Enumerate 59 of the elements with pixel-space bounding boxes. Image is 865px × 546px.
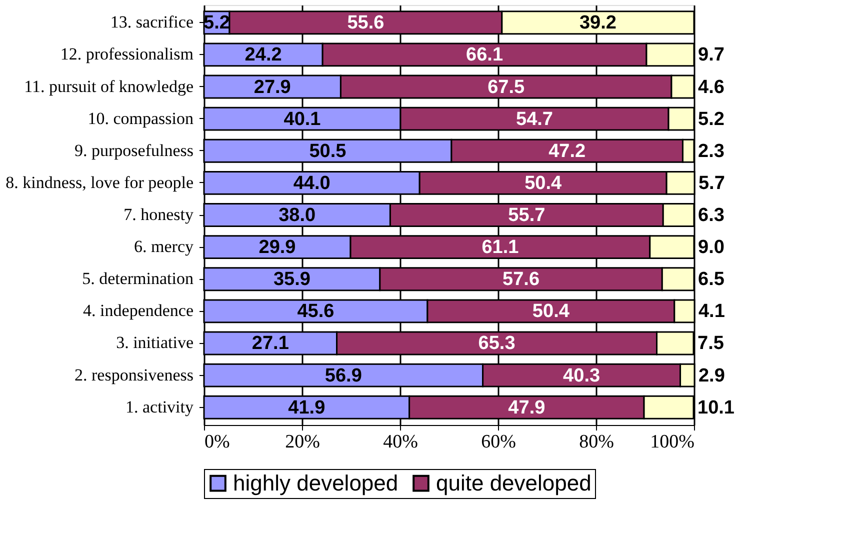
data-label: 65.3 (478, 333, 516, 354)
data-label: 47.9 (508, 397, 546, 418)
data-label: 50.4 (524, 172, 562, 194)
y-tick-label: 7. honesty (124, 205, 194, 224)
x-tick-label: 80% (579, 432, 614, 452)
y-tick-label: 3. initiative (116, 333, 194, 352)
data-label: 54.7 (516, 108, 553, 130)
data-label: 50.4 (532, 301, 570, 322)
data-label: 2.9 (698, 365, 725, 386)
y-tick-label: 12. professionalism (60, 44, 194, 64)
y-tick-label: 9. purposefulness (74, 140, 194, 160)
data-label: 55.6 (347, 12, 384, 34)
data-label: 41.9 (288, 397, 326, 418)
data-label: 47.2 (548, 140, 586, 162)
data-label: 6.5 (698, 269, 725, 290)
data-label: 39.2 (579, 12, 616, 34)
y-tick-label: 1. activity (126, 397, 194, 416)
data-label: 7.5 (698, 333, 724, 354)
y-tick-label: 4. independence (83, 301, 194, 320)
y-tick-label: 2. responsiveness (74, 365, 194, 384)
data-label: 9.0 (698, 237, 724, 258)
data-label: 57.6 (502, 269, 540, 290)
data-label: 27.9 (254, 76, 291, 98)
data-label: 10.1 (698, 397, 735, 418)
x-tick-label: 60% (481, 432, 516, 452)
data-label: 35.9 (273, 269, 310, 290)
data-label: 5.7 (698, 172, 725, 194)
y-tick-label: 5. determination (82, 269, 194, 288)
x-tick-label: 100% (650, 432, 695, 452)
x-tick-label: 0% (204, 432, 230, 452)
legend-label: highly developed (233, 470, 398, 496)
y-tick-label: 11. pursuit of knowledge (24, 76, 194, 96)
data-label: 27.1 (252, 333, 290, 354)
y-tick-label: 13. sacrifice (110, 12, 194, 32)
data-label: 67.5 (488, 76, 526, 98)
data-label: 5.2 (698, 108, 724, 130)
data-label: 61.1 (482, 237, 520, 258)
legend-label: quite developed (436, 470, 592, 496)
data-label: 29.9 (258, 237, 296, 258)
data-label: 4.1 (698, 301, 726, 322)
y-tick-label: 6. mercy (134, 237, 194, 256)
data-label: 38.0 (278, 205, 316, 226)
y-tick-label: 8. kindness, love for people (6, 172, 194, 192)
data-label: 2.3 (698, 140, 724, 162)
data-label: 40.3 (563, 365, 600, 386)
data-label: 44.0 (293, 172, 330, 194)
data-label: 24.2 (244, 44, 282, 66)
data-label: 6.3 (698, 205, 724, 226)
x-tick-label: 40% (383, 432, 418, 452)
x-tick-label: 20% (285, 432, 320, 452)
data-label: 40.1 (284, 108, 322, 130)
data-label: 4.6 (698, 76, 724, 98)
y-tick-label: 10. compassion (88, 108, 194, 128)
data-label: 45.6 (297, 301, 334, 322)
data-label: 56.9 (324, 365, 362, 386)
data-label: 50.5 (309, 140, 347, 162)
data-label: 66.1 (466, 44, 504, 66)
data-label: 9.7 (698, 44, 724, 66)
data-label: 55.7 (508, 205, 546, 226)
